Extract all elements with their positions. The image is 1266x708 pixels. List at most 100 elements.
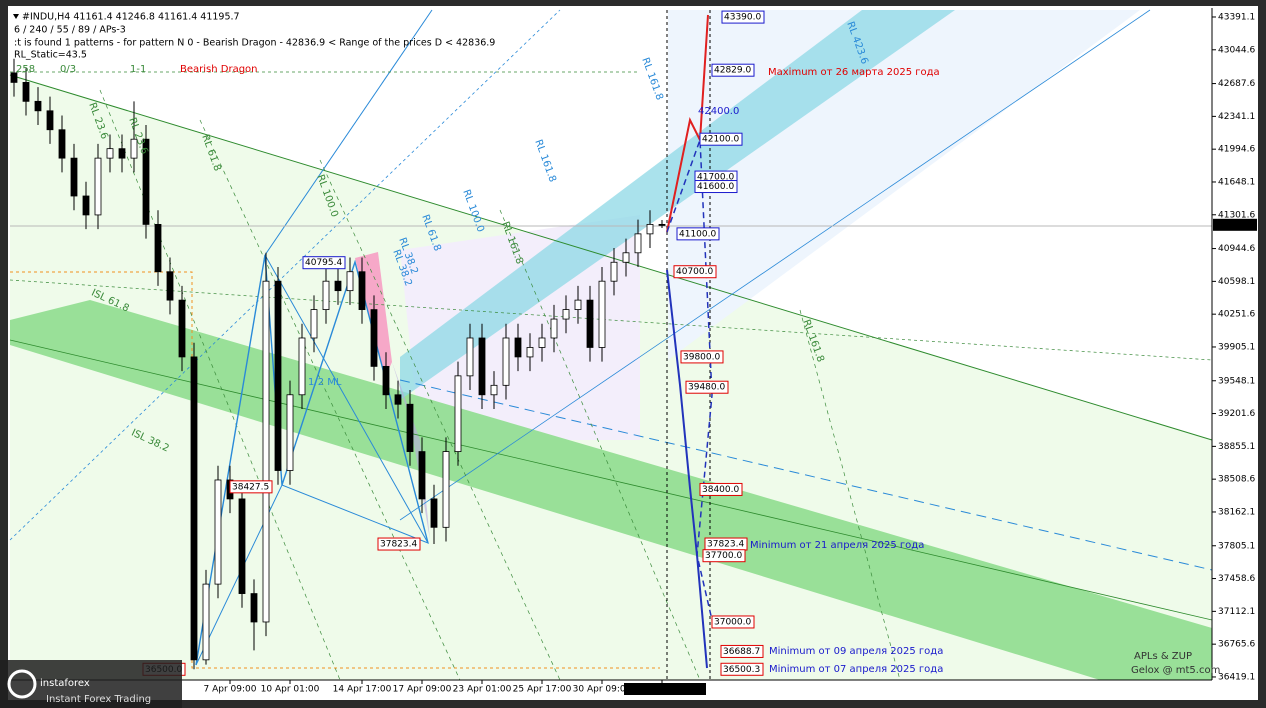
candle-body [130,138,138,159]
y-tick-label: 36765.6 [1218,640,1255,650]
y-tick-label: 41301.6 [1218,210,1255,220]
candle-body [94,157,102,216]
fib-line [9,9,561,541]
x-tick-label: 17 Apr 09:00 [393,685,452,695]
status: 258 [16,64,35,75]
y-tick-label: 38855.1 [1218,442,1255,452]
y-tick-label: 39201.6 [1218,409,1255,419]
candle-body [106,148,114,159]
level-box [694,180,738,194]
candle-body [610,261,618,282]
level-box [721,10,765,24]
level-label: 39480.0 [688,383,725,393]
candle-body [514,337,522,358]
level-label: 37000.0 [714,617,751,627]
candle-body [142,138,150,225]
candle-body [526,347,534,358]
y-tick-label: 41994.6 [1218,145,1255,155]
candle-body [346,271,354,292]
annotation: Minimum от 21 апреля 2025 года [750,540,924,551]
level-label: 36688.7 [723,647,760,657]
y-tick-label: 37458.6 [1218,574,1255,584]
level-label: 41700.0 [697,173,734,183]
median-line [399,379,1213,571]
logo-tagline: Instant Forex Trading [46,694,151,705]
current-price-label: 41195.7 [1216,220,1253,230]
candle-body [442,451,450,528]
annotation: APLs & ZUP [1134,651,1192,662]
price-axis [1212,6,1258,700]
level-box [711,615,755,629]
fib-line [399,9,1151,521]
candle-body [394,394,402,405]
header-line: :t is found 1 patterns - for pattern N 0… [14,38,495,49]
level-label: 39800.0 [683,352,720,362]
candle-body [262,280,270,623]
candle-body [34,100,42,112]
fib-line [264,9,433,256]
y-tick-label: 39905.1 [1218,342,1255,352]
fib-line [499,209,701,681]
level-box [699,482,743,496]
header-line: #INDU,H4 41161.4 41246.8 41161.4 41195.7 [22,12,240,23]
time-highlight [624,683,706,695]
candle-body [550,318,558,339]
candle-body [574,299,582,310]
level-label: 40700.0 [676,267,713,277]
candle-body [154,223,162,273]
candle-body [334,280,342,292]
y-tick-label: 37805.1 [1218,541,1255,551]
candle-body [586,299,594,348]
candles [10,58,666,670]
level-label: 42829.0 [714,66,751,76]
level-box [673,265,717,279]
candle-body [502,337,510,386]
fib-line [9,279,1213,361]
candle-body [274,280,282,471]
x-tick-label: 25 Apr 17:00 [513,685,572,695]
candle-body [310,309,318,339]
y-tick-label: 37112.1 [1218,607,1255,617]
current-price-box [1213,218,1257,231]
level-label: 37823.4 [380,540,417,550]
level-box [680,350,724,364]
candle-body [10,72,18,83]
candle-body [178,299,186,358]
candle-body [382,365,390,396]
level-label: 37700.0 [705,551,742,561]
annotation: Minimum от 07 апреля 2025 года [769,664,943,675]
fib-line [99,89,341,681]
candle-body [658,223,666,226]
annotation: Minimum от 09 апреля 2025 года [769,646,943,657]
annotation: Gelox @ mt5.com [1131,665,1220,676]
candle-body [406,403,414,452]
candle-body [466,337,474,377]
level-label: 38427.5 [232,482,269,492]
header-line: RL_Static=43.5 [14,50,87,61]
x-tick-label: 14 Apr 17:00 [333,685,392,695]
level-label: 43390.0 [724,13,761,23]
candle-body [478,337,486,396]
candle-body [46,110,54,131]
candle-body [238,498,246,594]
x-tick-label: 7 Apr 09:00 [204,685,257,695]
logo-bg [0,660,182,708]
candle-body [538,337,546,348]
candle-body [370,309,378,367]
projection [666,139,713,621]
candle-body [430,498,438,528]
logo-icon [7,669,37,699]
level-box [699,132,743,146]
candle-body [598,280,606,348]
green-channel [10,300,1212,680]
channel-line [9,339,1213,621]
candle-body [214,479,222,585]
candle-body [118,148,126,159]
level-label: 38400.0 [702,485,739,495]
candle-body [322,280,330,310]
y-tick-label: 40251.6 [1218,310,1255,320]
level-box [229,480,273,494]
candle-body [58,129,66,159]
y-tick-label: 39548.1 [1218,376,1255,386]
